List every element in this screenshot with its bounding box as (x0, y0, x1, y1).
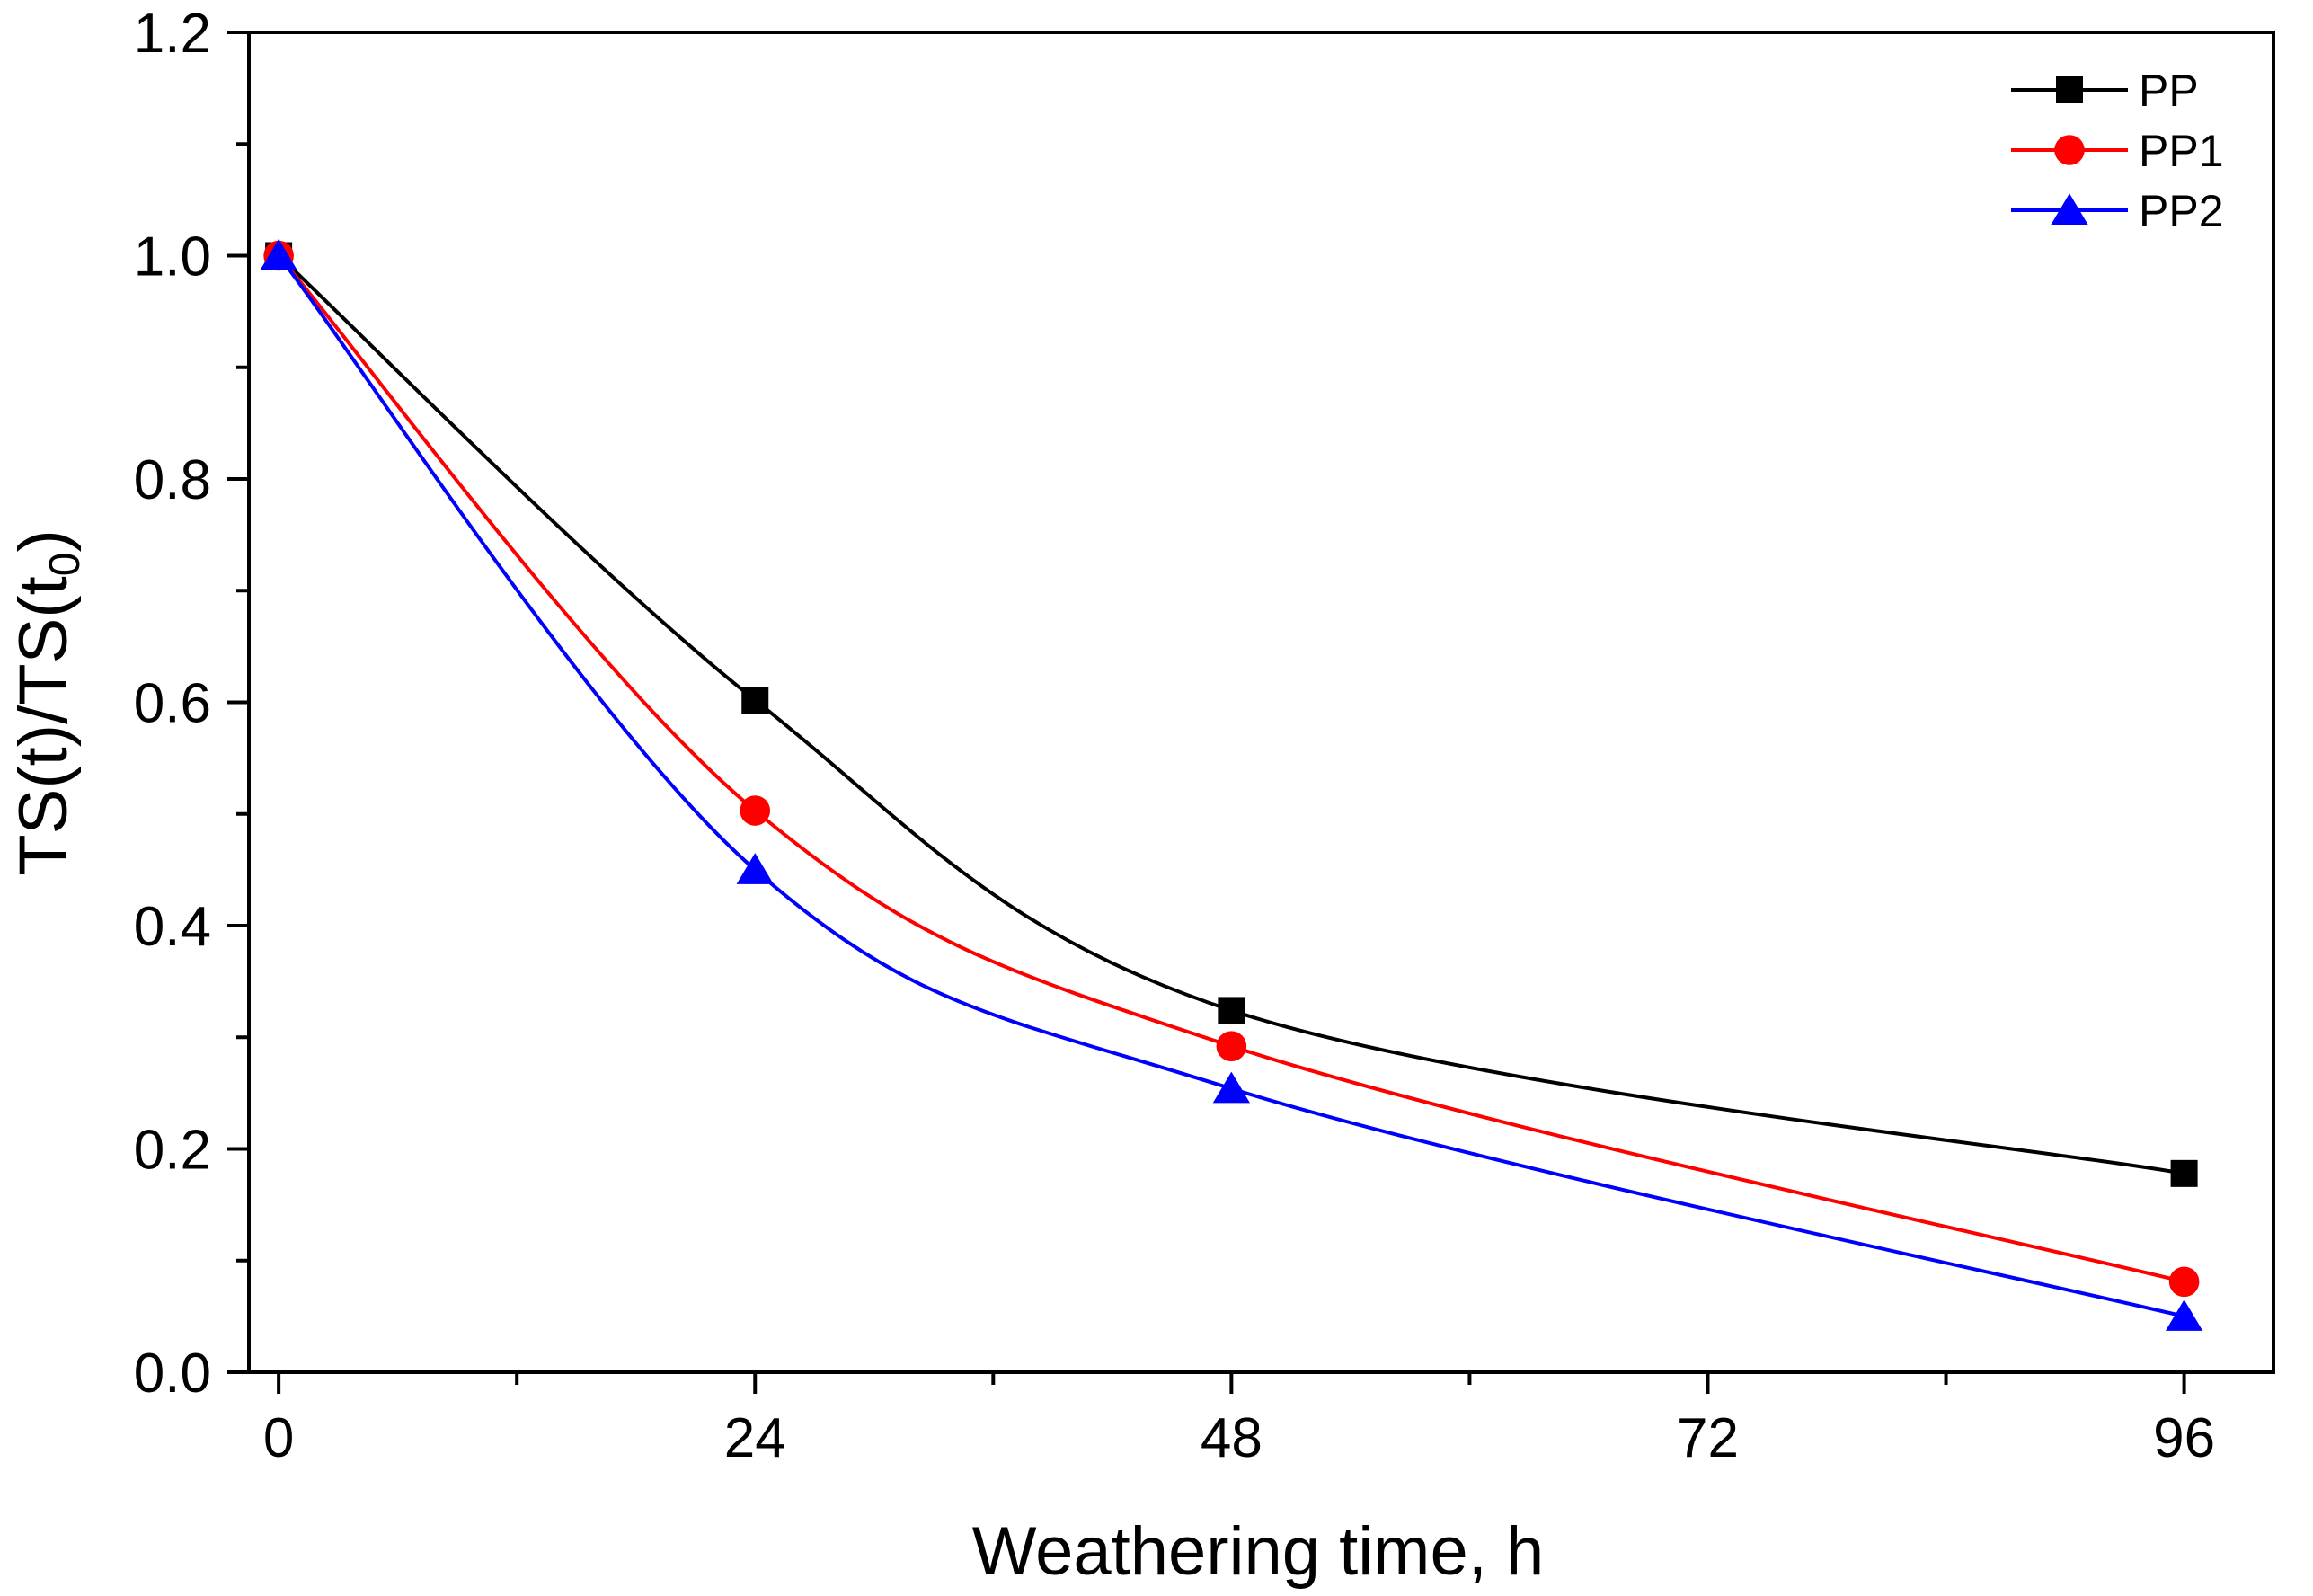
data-point-pp1 (2168, 1266, 2200, 1298)
data-point-pp (2170, 1159, 2198, 1187)
y-axis-ticks: 0.0 0.2 0.4 0.6 0.8 1.0 1.2 (134, 3, 249, 1405)
legend-marker (2051, 193, 2088, 225)
x-tick-label: 24 (724, 1407, 786, 1469)
legend-item-pp: PP (2011, 66, 2199, 116)
legend-marker (2054, 135, 2085, 165)
legend-marker (2056, 76, 2083, 103)
series-layer (260, 238, 2203, 1331)
y-axis-label-close: ) (5, 529, 82, 552)
legend-item-pp1: PP1 (2011, 126, 2224, 176)
y-axis-label-main: TS(t)/TS(t (5, 576, 82, 876)
series-line-pp (277, 254, 2184, 1175)
x-tick-label: 48 (1201, 1407, 1263, 1469)
series-pp2 (260, 238, 2203, 1331)
data-point-pp (1218, 997, 1245, 1024)
series-pp (265, 242, 2198, 1187)
data-point-pp2 (1212, 1071, 1250, 1104)
data-point-pp2 (2165, 1299, 2203, 1331)
x-axis-label: Weathering time, h (972, 1513, 1544, 1590)
x-axis-ticks: 0 24 48 72 96 (263, 1372, 2215, 1469)
legend-label: PP (2139, 66, 2199, 116)
series-pp1 (263, 240, 2200, 1298)
y-tick-label: 0.4 (134, 896, 211, 958)
y-tick-label: 0.8 (134, 449, 211, 511)
data-point-pp1 (740, 795, 771, 826)
y-tick-label: 1.2 (134, 3, 211, 65)
y-tick-label: 0.2 (134, 1120, 211, 1182)
x-tick-label: 0 (263, 1407, 294, 1469)
data-point-pp2 (736, 853, 774, 884)
y-axis-label: TS(t)/TS(t0) (5, 529, 89, 876)
y-tick-label: 0.0 (134, 1343, 211, 1405)
data-point-pp (741, 687, 769, 714)
series-line-pp1 (277, 254, 2185, 1284)
data-point-pp2 (260, 238, 297, 270)
y-axis-label-subscript: 0 (41, 553, 89, 577)
x-tick-label: 72 (1677, 1407, 1739, 1469)
legend-label: PP1 (2139, 126, 2224, 176)
legend-label: PP2 (2139, 186, 2224, 236)
x-tick-label: 96 (2153, 1407, 2215, 1469)
data-point-pp1 (1216, 1031, 1247, 1061)
y-tick-label: 1.0 (134, 226, 211, 288)
legend-item-pp2: PP2 (2011, 186, 2224, 236)
y-tick-label: 0.6 (134, 673, 211, 735)
series-line-pp2 (277, 254, 2185, 1318)
legend: PP PP1 PP2 (2011, 66, 2224, 236)
